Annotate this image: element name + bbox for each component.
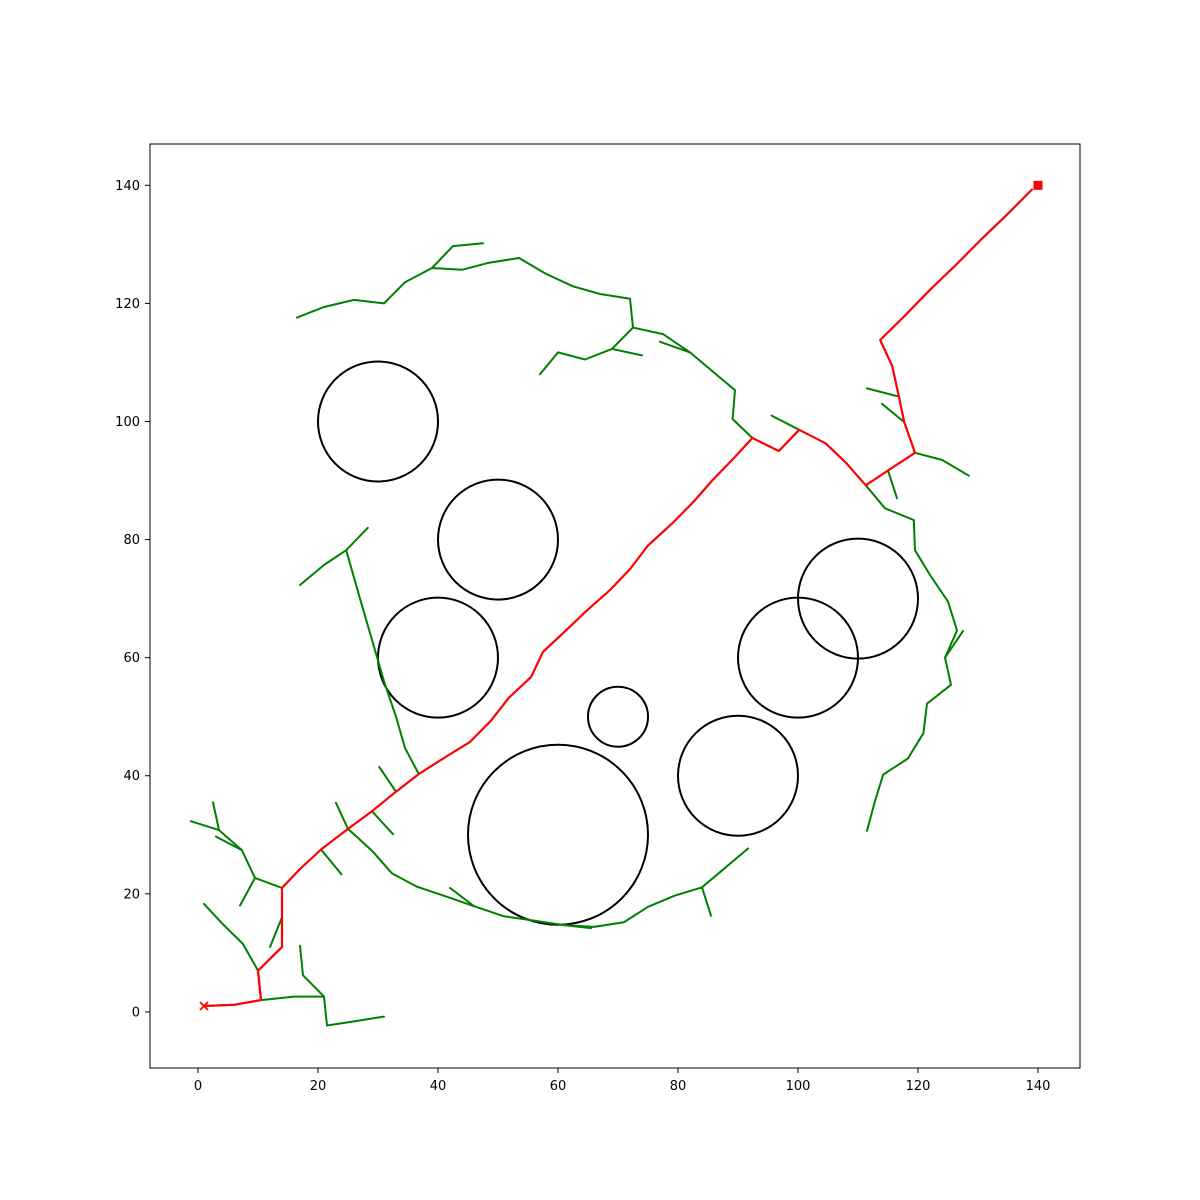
y-tick-label: 80 (123, 533, 140, 548)
tree-branch-9 (320, 848, 343, 876)
obstacles-layer (317, 360, 919, 926)
x-axis: 0 20 40 60 80 100 120 140 (194, 1068, 1051, 1094)
tree-branch-14 (449, 886, 475, 908)
obstacle-circle-1 (317, 360, 439, 483)
tree-branch-20 (431, 242, 484, 269)
plot-area (150, 144, 1080, 1068)
start-marker (199, 1001, 209, 1011)
path-layer (202, 188, 1034, 1008)
y-tick-label: 120 (115, 297, 140, 312)
tree-branch-11 (347, 827, 592, 930)
x-tick-label: 120 (906, 1079, 931, 1094)
y-axis: 0 20 40 60 80 100 120 140 (115, 179, 150, 1020)
obstacle-circle-4 (587, 685, 649, 748)
tree-branch-18 (345, 526, 369, 552)
planned-path-line (202, 188, 1034, 1008)
x-tick-label: 40 (430, 1079, 447, 1094)
obstacle-circle-8 (797, 537, 919, 660)
x-tick-label: 60 (550, 1079, 567, 1094)
x-tick-label: 80 (670, 1079, 687, 1094)
y-tick-label: 0 (132, 1005, 140, 1020)
x-tick-label: 100 (786, 1079, 811, 1094)
tree-branch-8 (189, 820, 220, 832)
y-tick-label: 100 (115, 415, 140, 430)
tree-branch-17 (299, 549, 420, 775)
y-tick-label: 20 (123, 887, 140, 902)
tree-branch-30 (866, 387, 898, 398)
tree-branch-13 (701, 847, 750, 889)
goal-marker (1033, 180, 1043, 190)
y-tick-label: 60 (123, 651, 140, 666)
x-tick-label: 0 (194, 1079, 202, 1094)
x-tick-label: 140 (1026, 1079, 1051, 1094)
tree-branch-27 (887, 469, 898, 500)
tree-branch-4 (299, 944, 325, 998)
tree-branch-24 (770, 414, 801, 431)
x-tick-label: 20 (310, 1079, 327, 1094)
y-tick-label: 40 (123, 769, 140, 784)
start-marker-stroke-2 (199, 1001, 209, 1011)
y-tick-label: 140 (115, 179, 140, 194)
tree-branch-22 (611, 347, 643, 357)
tree-branch-29 (881, 402, 906, 424)
obstacle-circle-2 (437, 478, 559, 601)
tree-branch-23 (659, 340, 691, 354)
obstacle-circle-6 (677, 714, 799, 837)
tree-branch-16 (378, 765, 397, 793)
tree-branch-28 (914, 451, 970, 477)
tree-branch-10 (335, 801, 349, 830)
tree-branch-21 (539, 326, 634, 376)
plot-frame (149, 143, 1081, 1069)
markers-layer (199, 180, 1043, 1011)
tree-branch-26 (944, 630, 964, 659)
tree-branch-15 (371, 810, 394, 836)
